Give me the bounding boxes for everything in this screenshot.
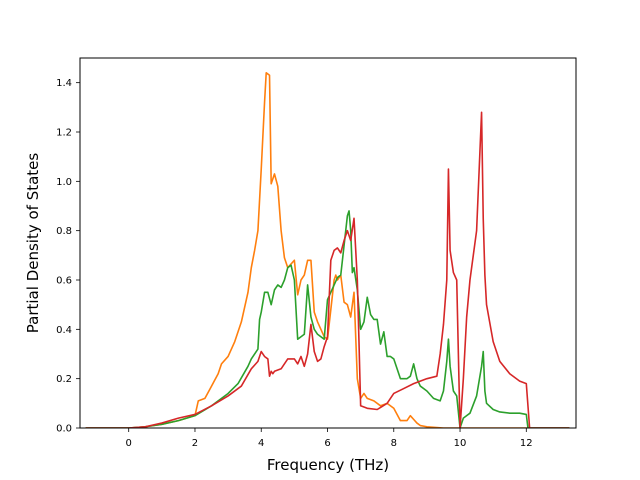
y-tick-label: 1.2 [56,128,72,139]
plot-area [79,57,577,429]
y-tick-label: 1.0 [56,177,72,188]
y-tick-label: 0.6 [56,276,72,287]
series-line-1 [85,72,570,428]
x-tick-label: 10 [454,438,467,449]
x-tick-label: 6 [324,438,330,449]
y-tick-label: 0.8 [56,226,72,237]
x-tick-label: 2 [192,438,198,449]
series-layer [85,72,570,428]
x-axis: 0 2 4 6 8 10 12 [126,428,533,449]
y-axis: 0.0 0.2 0.4 0.6 0.8 1.0 1.2 1.4 [56,78,80,435]
x-tick-label: 12 [520,438,533,449]
y-axis-label: Partial Density of States [24,153,42,334]
x-tick-label: 0 [126,438,132,449]
x-tick-label: 4 [258,438,264,449]
y-tick-label: 0.2 [56,374,72,385]
y-tick-label: 0.0 [56,424,72,435]
series-line-3 [85,111,570,428]
y-tick-label: 0.4 [56,325,72,336]
y-tick-label: 1.4 [56,78,72,89]
x-tick-label: 8 [391,438,397,449]
series-line-2 [85,210,570,428]
x-axis-label: Frequency (THz) [267,456,389,474]
plot-frame [79,57,577,429]
